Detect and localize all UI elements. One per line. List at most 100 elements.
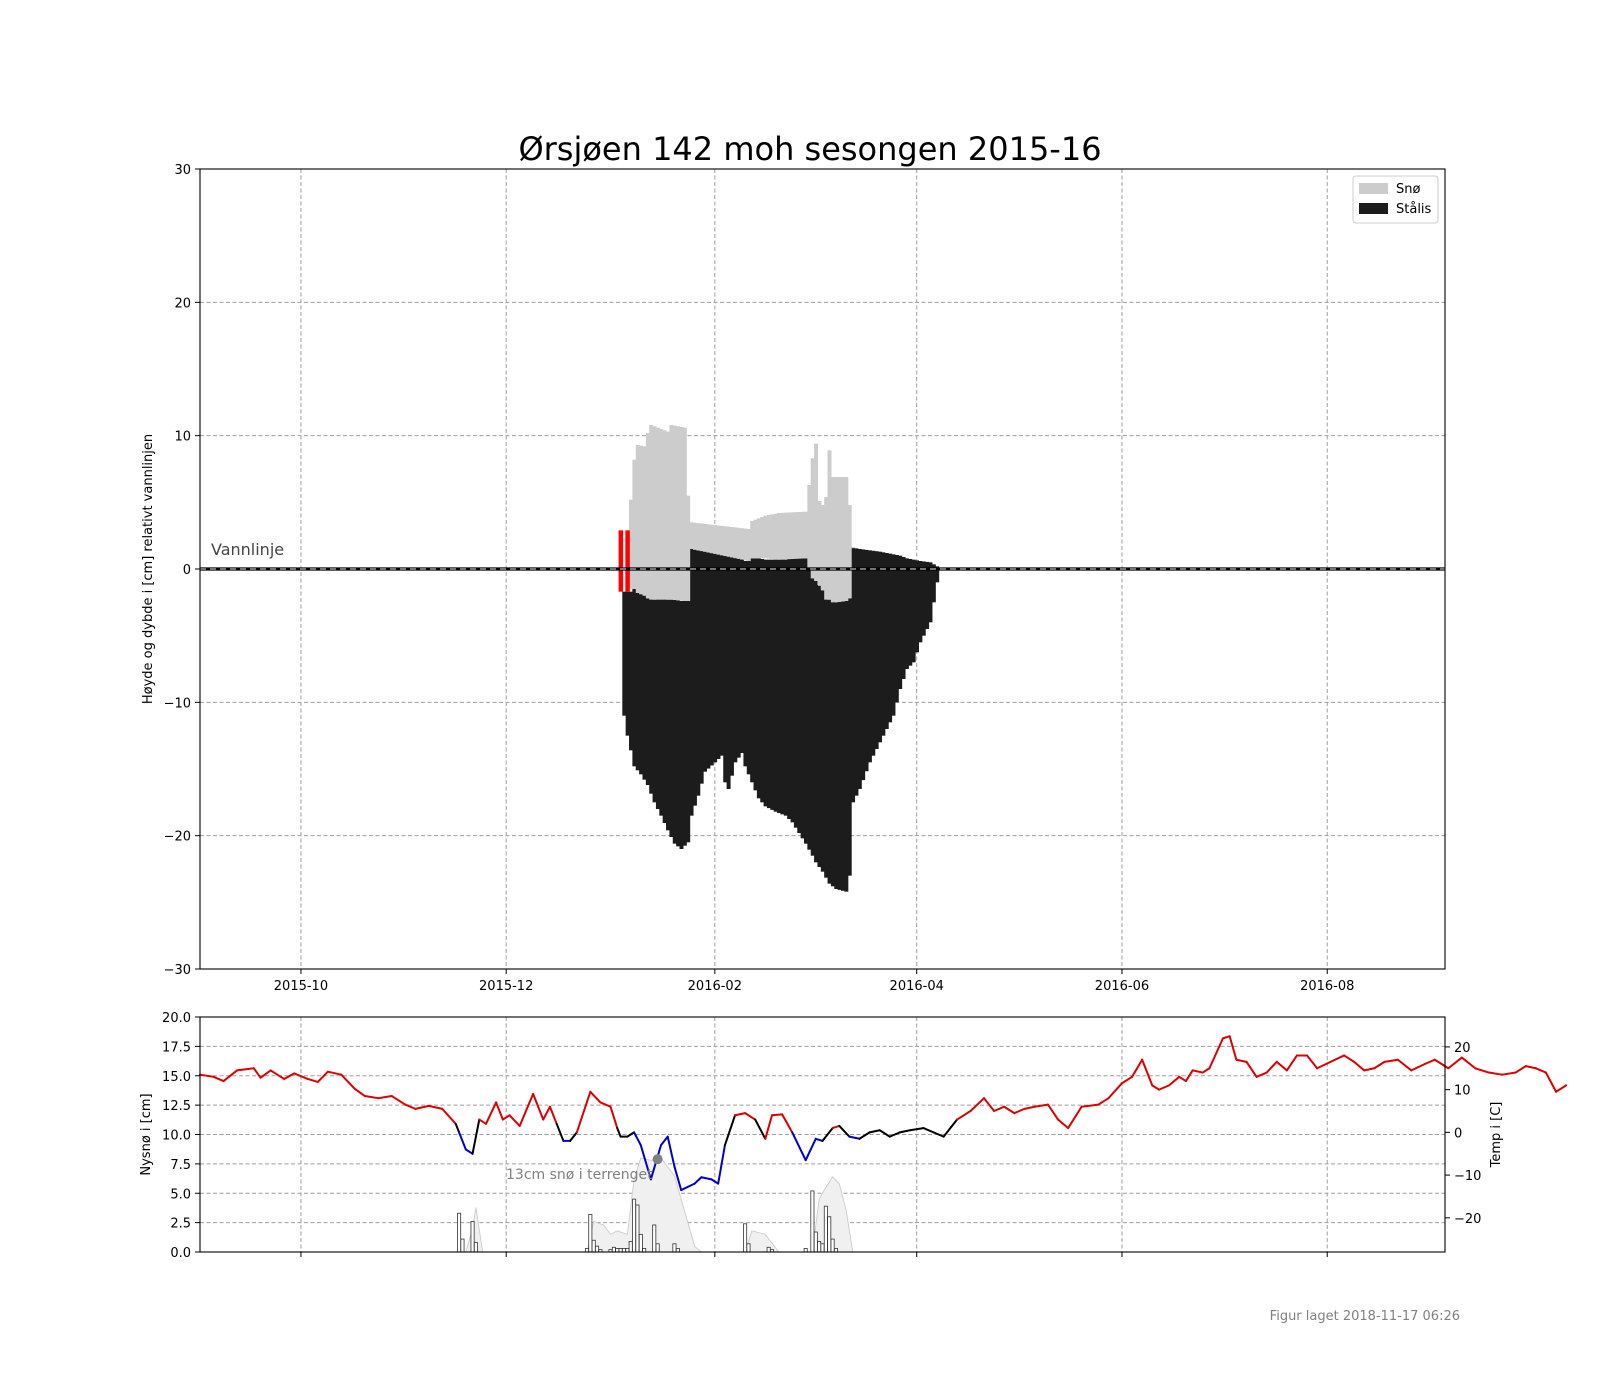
waterline-label: Vannlinje (211, 540, 284, 559)
ice-bar (766, 559, 771, 809)
snow-bar (783, 512, 788, 560)
ice-bar (935, 566, 940, 583)
temperature-segment (1285, 1054, 1298, 1072)
y-tick-label: 10.0 (162, 1129, 191, 1144)
snow-bar (797, 512, 802, 559)
temperature-segment (478, 1118, 488, 1125)
temperature-segment (1555, 1084, 1568, 1093)
ice-bar (901, 557, 906, 679)
legend: Snø Stålis (1352, 175, 1439, 224)
y-tick-label: 17.5 (162, 1040, 191, 1055)
ice-snow-bars (622, 425, 940, 892)
legend-swatch-snow (1359, 183, 1388, 194)
temperature-segment (734, 1112, 747, 1117)
temperature-segment (283, 1072, 296, 1080)
temperature-segment (717, 1144, 726, 1185)
ice-bar (655, 599, 660, 809)
x-tick-label: 2016-02 (688, 979, 742, 994)
temperature-segment (633, 1131, 642, 1147)
new-snow-ylabel: Nysnø i [cm] (139, 1093, 154, 1175)
x-tick-label: 2015-10 (274, 979, 328, 994)
temperature-segment (993, 1105, 1006, 1112)
temperature-ylabel: Temp i [C] (1489, 1102, 1504, 1169)
ice-bar (894, 555, 899, 703)
ice-bar (904, 558, 909, 669)
ice-bar (763, 559, 768, 807)
snow-bar (733, 527, 738, 559)
ice-bar (753, 558, 758, 791)
temperature-segment (1255, 1071, 1268, 1078)
snow-bar (834, 477, 839, 602)
temperature-segment (609, 1105, 619, 1130)
temperature-segment (983, 1097, 996, 1112)
temperature-segment (495, 1101, 504, 1121)
snow-bar (662, 430, 667, 600)
snow-bar (760, 517, 765, 559)
temperature-line (199, 1035, 1568, 1192)
temperature-segment (1157, 1084, 1171, 1091)
new-snow-bar (457, 1212, 462, 1253)
ice-bar (888, 553, 893, 723)
new-snow-bar (591, 1239, 596, 1253)
ice-bar (851, 547, 856, 803)
ice-bar (622, 591, 627, 716)
temperature-segment (1524, 1065, 1537, 1070)
temperature-segment (1373, 1060, 1386, 1070)
ice-bar (773, 559, 778, 812)
snow-bar (810, 458, 815, 579)
snow-bar (814, 443, 819, 581)
new-snow-bar (827, 1216, 832, 1253)
snow-bar (793, 512, 798, 559)
temperature-segment (441, 1107, 457, 1125)
temperature-segment (956, 1110, 972, 1121)
temperature-segment (1306, 1054, 1319, 1070)
temperature-segment (1329, 1054, 1346, 1063)
ice-bar (676, 600, 681, 847)
snow-bar (800, 511, 805, 559)
new-snow-bar (470, 1221, 475, 1253)
snow-bar (655, 427, 660, 600)
ice-bar (931, 564, 936, 603)
snow-bar (746, 529, 751, 561)
ice-bar (827, 599, 832, 884)
ice-bar (669, 599, 674, 837)
new-snow-bar (655, 1243, 660, 1253)
y-tick-label: 0 (183, 563, 191, 578)
legend-label-snow: Snø (1396, 182, 1420, 197)
y2-tick-label: −20 (1454, 1212, 1481, 1227)
ice-bar (780, 559, 785, 815)
ice-bar (867, 550, 872, 763)
temperature-segment (1097, 1097, 1110, 1106)
snow-bar (659, 429, 664, 600)
snow-bar (713, 525, 718, 554)
temperature-segment (1447, 1056, 1463, 1070)
y-tick-label: −30 (164, 963, 191, 978)
new-snow-bar (817, 1241, 822, 1253)
ice-bar (925, 561, 930, 629)
ice-bar (830, 601, 835, 887)
temperature-segment (569, 1131, 578, 1142)
temperature-segment (1131, 1058, 1144, 1078)
ice-bar (760, 559, 765, 803)
temperature-segment (831, 1124, 841, 1130)
temperature-segment (1151, 1084, 1160, 1091)
new-snow-bar (766, 1246, 771, 1253)
red-marker-bar (618, 530, 624, 592)
snow-bar (847, 505, 852, 599)
temperature-segment (485, 1101, 498, 1125)
temperature-segment (878, 1129, 891, 1138)
ice-bar (820, 590, 825, 872)
snow-bar (790, 512, 795, 559)
snow-bar (645, 433, 650, 599)
snow-bar (692, 522, 697, 550)
temperature-segment (1221, 1035, 1231, 1040)
temperature-segment (754, 1118, 767, 1140)
ice-bar (733, 550, 738, 763)
temperature-segment (1514, 1065, 1527, 1074)
weather-chart-ticks: 0.0 2.5 5.0 7.5 10.0 12.5 15.0 17.5 20.0 −20 −10 0 1… (162, 1011, 1481, 1261)
temperature-segment (326, 1070, 343, 1076)
y-tick-label: 20 (174, 296, 191, 311)
temperature-segment (1487, 1071, 1504, 1076)
temperature-segment (764, 1114, 774, 1140)
